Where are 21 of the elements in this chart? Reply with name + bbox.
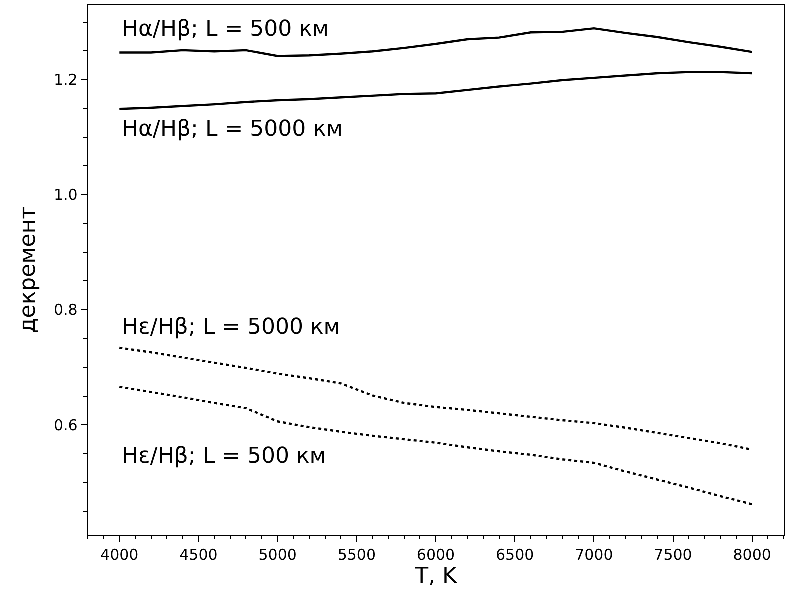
- x-tick-label: 8000: [733, 546, 772, 564]
- y-tick-label: 0.6: [54, 416, 78, 434]
- x-tick-label: 4000: [100, 546, 139, 564]
- x-tick-label: 4500: [180, 546, 218, 564]
- series-label: Hε/Hβ; L = 500 км: [122, 444, 326, 469]
- y-tick-label: 0.8: [54, 301, 78, 320]
- y-axis-title: декремент: [16, 206, 41, 334]
- series-label: Hα/Hβ; L = 500 км: [122, 17, 329, 42]
- series-label: Hε/Hβ; L = 5000 км: [122, 315, 340, 340]
- series-label: Hα/Hβ; L = 5000 км: [122, 117, 343, 142]
- x-tick-label: 7000: [575, 546, 614, 564]
- x-tick-label: 7500: [654, 546, 692, 564]
- x-tick-label: 6500: [496, 546, 534, 564]
- line-series: [118, 71, 754, 110]
- x-tick-label: 5000: [258, 546, 297, 564]
- y-tick-label: 1.0: [54, 186, 78, 204]
- y-tick-label: 1.2: [54, 71, 78, 90]
- x-tick-label: 6000: [416, 546, 456, 564]
- x-axis-title: T, K: [414, 564, 458, 590]
- line-series: [118, 386, 754, 506]
- x-tick-label: 5500: [338, 546, 376, 564]
